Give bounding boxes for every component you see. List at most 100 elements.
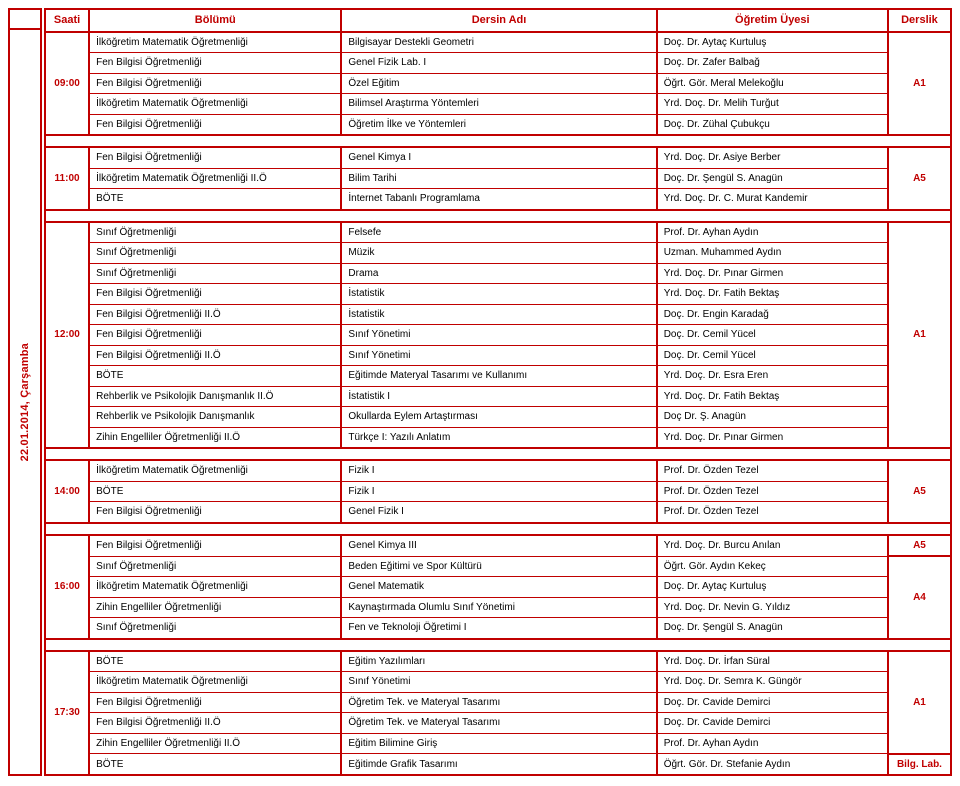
course-cell: Fizik I <box>341 460 656 481</box>
table-row: BÖTEEğitimde Grafik TasarımıÖğrt. Gör. D… <box>45 754 951 776</box>
inst-cell: Prof. Dr. Ayhan Aydın <box>657 733 888 754</box>
inst-cell: Yrd. Doç. Dr. İrfan Süral <box>657 651 888 672</box>
room-cell: A5 <box>888 535 951 557</box>
sidebar-date-text: 22.01.2014, Çarşamba <box>19 343 31 461</box>
inst-cell: Yrd. Doç. Dr. C. Murat Kandemir <box>657 189 888 210</box>
room-cell: Bilg. Lab. <box>888 754 951 776</box>
inst-cell: Doç. Dr. Zühal Çubukçu <box>657 114 888 135</box>
course-cell: İstatistik <box>341 284 656 305</box>
table-row: Fen Bilgisi ÖğretmenliğiİstatistikYrd. D… <box>45 284 951 305</box>
dept-cell: Zihin Engelliler Öğretmenliği II.Ö <box>89 427 341 448</box>
inst-cell: Doç. Dr. Cavide Demirci <box>657 713 888 734</box>
course-cell: Kaynaştırmada Olumlu Sınıf Yönetimi <box>341 597 656 618</box>
dept-cell: Sınıf Öğretmenliği <box>89 263 341 284</box>
course-cell: Özel Eğitim <box>341 73 656 94</box>
inst-cell: Yrd. Doç. Dr. Asiye Berber <box>657 147 888 168</box>
dept-cell: Zihin Engelliler Öğretmenliği <box>89 597 341 618</box>
inst-cell: Doç. Dr. Cavide Demirci <box>657 692 888 713</box>
inst-cell: Prof. Dr. Özden Tezel <box>657 502 888 523</box>
header-course: Dersin Adı <box>341 9 656 32</box>
dept-cell: İlköğretim Matematik Öğretmenliği <box>89 32 341 53</box>
table-row: Fen Bilgisi ÖğretmenliğiGenel Fizik IPro… <box>45 502 951 523</box>
course-cell: Eğitimde Materyal Tasarımı ve Kullanımı <box>341 366 656 387</box>
table-row: 09:00İlköğretim Matematik ÖğretmenliğiBi… <box>45 32 951 53</box>
inst-cell: Uzman. Muhammed Aydın <box>657 243 888 264</box>
course-cell: Genel Matematik <box>341 577 656 598</box>
course-cell: Okullarda Eylem Artaştırması <box>341 407 656 428</box>
inst-cell: Yrd. Doç. Dr. Semra K. Güngör <box>657 672 888 693</box>
table-row: Sınıf ÖğretmenliğiFen ve Teknoloji Öğret… <box>45 618 951 639</box>
dept-cell: Zihin Engelliler Öğretmenliği II.Ö <box>89 733 341 754</box>
table-row: İlköğretim Matematik ÖğretmenliğiGenel M… <box>45 577 951 598</box>
dept-cell: Fen Bilgisi Öğretmenliği <box>89 284 341 305</box>
course-cell: Öğretim Tek. ve Materyal Tasarımı <box>341 692 656 713</box>
time-cell: 12:00 <box>45 222 89 449</box>
table-row: Fen Bilgisi Öğretmenliği II.ÖSınıf Yönet… <box>45 345 951 366</box>
course-cell: Felsefe <box>341 222 656 243</box>
dept-cell: İlköğretim Matematik Öğretmenliği <box>89 94 341 115</box>
table-row: Zihin Engelliler ÖğretmenliğiKaynaştırma… <box>45 597 951 618</box>
room-cell: A5 <box>888 460 951 523</box>
course-cell: Bilimsel Araştırma Yöntemleri <box>341 94 656 115</box>
table-row: Fen Bilgisi ÖğretmenliğiSınıf YönetimiDo… <box>45 325 951 346</box>
inst-cell: Doç. Dr. Şengül S. Anagün <box>657 168 888 189</box>
gap-row <box>45 210 951 222</box>
course-cell: Genel Kimya III <box>341 535 656 557</box>
dept-cell: Sınıf Öğretmenliği <box>89 222 341 243</box>
table-row: 14:00İlköğretim Matematik ÖğretmenliğiFi… <box>45 460 951 481</box>
room-cell: A5 <box>888 147 951 210</box>
table-row: BÖTEEğitimde Materyal Tasarımı ve Kullan… <box>45 366 951 387</box>
dept-cell: BÖTE <box>89 651 341 672</box>
dept-cell: İlköğretim Matematik Öğretmenliği <box>89 460 341 481</box>
dept-cell: Fen Bilgisi Öğretmenliği II.Ö <box>89 345 341 366</box>
course-cell: Sınıf Yönetimi <box>341 672 656 693</box>
gap-row <box>45 135 951 147</box>
inst-cell: Yrd. Doç. Dr. Nevin G. Yıldız <box>657 597 888 618</box>
dept-cell: Fen Bilgisi Öğretmenliği II.Ö <box>89 713 341 734</box>
inst-cell: Doç. Dr. Şengül S. Anagün <box>657 618 888 639</box>
schedule-main: Saati Bölümü Dersin Adı Öğretim Üyesi De… <box>44 8 952 776</box>
schedule-body: 09:00İlköğretim Matematik ÖğretmenliğiBi… <box>45 32 951 776</box>
header-time: Saati <box>45 9 89 32</box>
inst-cell: Öğrt. Gör. Aydın Kekeç <box>657 556 888 577</box>
table-row: Fen Bilgisi ÖğretmenliğiGenel Fizik Lab.… <box>45 53 951 74</box>
table-row: 11:00Fen Bilgisi ÖğretmenliğiGenel Kimya… <box>45 147 951 168</box>
dept-cell: İlköğretim Matematik Öğretmenliği <box>89 672 341 693</box>
course-cell: Müzik <box>341 243 656 264</box>
gap-row <box>45 448 951 460</box>
course-cell: Bilgisayar Destekli Geometri <box>341 32 656 53</box>
dept-cell: Sınıf Öğretmenliği <box>89 556 341 577</box>
inst-cell: Prof. Dr. Özden Tezel <box>657 460 888 481</box>
course-cell: İnternet Tabanlı Programlama <box>341 189 656 210</box>
dept-cell: İlköğretim Matematik Öğretmenliği II.Ö <box>89 168 341 189</box>
room-cell: A1 <box>888 32 951 136</box>
course-cell: Eğitim Yazılımları <box>341 651 656 672</box>
course-cell: Eğitim Bilimine Giriş <box>341 733 656 754</box>
table-row: İlköğretim Matematik ÖğretmenliğiBilimse… <box>45 94 951 115</box>
inst-cell: Yrd. Doç. Dr. Pınar Girmen <box>657 427 888 448</box>
course-cell: Genel Kimya I <box>341 147 656 168</box>
time-cell: 11:00 <box>45 147 89 210</box>
course-cell: Sınıf Yönetimi <box>341 345 656 366</box>
dept-cell: Fen Bilgisi Öğretmenliği <box>89 325 341 346</box>
course-cell: Genel Fizik Lab. I <box>341 53 656 74</box>
course-cell: Türkçe I: Yazılı Anlatım <box>341 427 656 448</box>
inst-cell: Doç. Dr. Aytaç Kurtuluş <box>657 577 888 598</box>
table-row: Fen Bilgisi ÖğretmenliğiÖğretim İlke ve … <box>45 114 951 135</box>
course-cell: Beden Eğitimi ve Spor Kültürü <box>341 556 656 577</box>
course-cell: Öğretim Tek. ve Materyal Tasarımı <box>341 713 656 734</box>
dept-cell: Fen Bilgisi Öğretmenliği <box>89 535 341 557</box>
date-sidebar: 22.01.2014, Çarşamba <box>8 8 42 776</box>
dept-cell: Rehberlik ve Psikolojik Danışmanlık <box>89 407 341 428</box>
sidebar-date-cell: 22.01.2014, Çarşamba <box>10 30 40 774</box>
dept-cell: Fen Bilgisi Öğretmenliği <box>89 114 341 135</box>
header-dept: Bölümü <box>89 9 341 32</box>
inst-cell: Yrd. Doç. Dr. Fatih Bektaş <box>657 284 888 305</box>
time-cell: 14:00 <box>45 460 89 523</box>
schedule-wrapper: 22.01.2014, Çarşamba Saati Bölümü Dersin… <box>8 8 952 776</box>
dept-cell: Fen Bilgisi Öğretmenliği <box>89 53 341 74</box>
dept-cell: BÖTE <box>89 189 341 210</box>
course-cell: İstatistik I <box>341 386 656 407</box>
table-row: Zihin Engelliler Öğretmenliği II.ÖTürkçe… <box>45 427 951 448</box>
table-row: Fen Bilgisi ÖğretmenliğiÖzel EğitimÖğrt.… <box>45 73 951 94</box>
